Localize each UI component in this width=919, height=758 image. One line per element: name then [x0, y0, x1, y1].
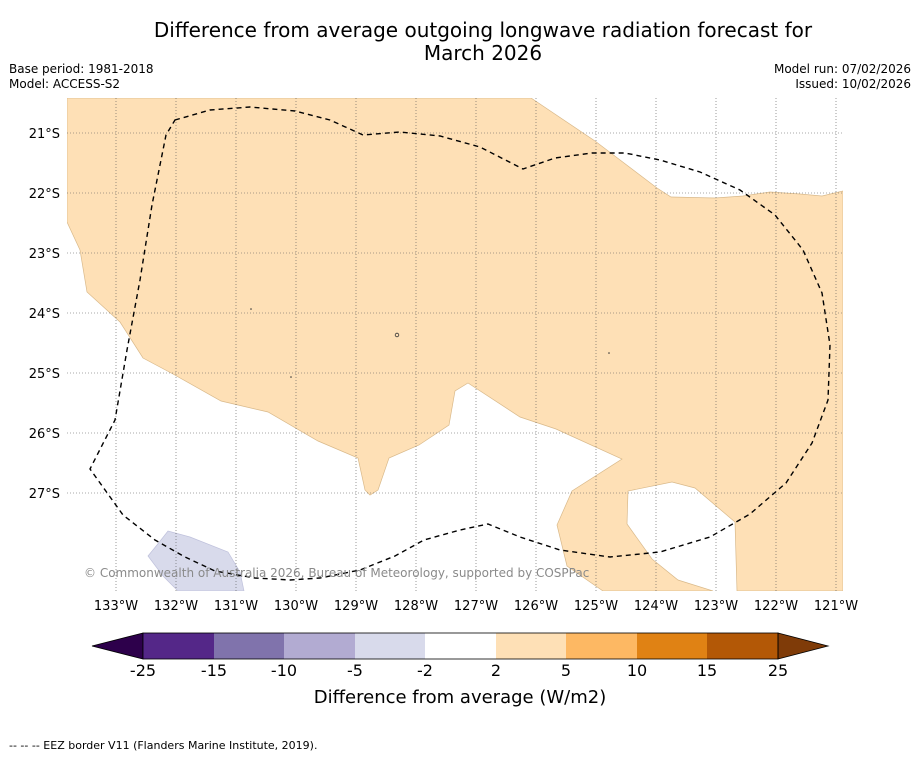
lon-label: 126°W — [514, 599, 558, 614]
colorbar-tick: -15 — [201, 661, 227, 680]
lat-label: 23°S — [29, 247, 60, 262]
anomaly-region-2-to-5 — [67, 98, 843, 591]
island-marker — [394, 332, 400, 338]
colorbar-tick: -10 — [271, 661, 297, 680]
colorbar-tick: 15 — [697, 661, 717, 680]
meta-left: Base period: 1981-2018 Model: ACCESS-S2 — [9, 62, 154, 92]
lon-label: 127°W — [454, 599, 498, 614]
island-marker — [608, 352, 610, 354]
colorbar-tick: -2 — [417, 661, 433, 680]
colorbar-segment — [214, 633, 284, 659]
map-title: Difference from average outgoing longwav… — [0, 19, 919, 65]
colorbar-label: Difference from average (W/m2) — [314, 687, 606, 708]
lat-label: 24°S — [29, 307, 60, 322]
lon-label: 122°W — [754, 599, 798, 614]
lon-label: 131°W — [214, 599, 258, 614]
colorbar-segment — [143, 633, 214, 659]
lon-label: 129°W — [334, 599, 378, 614]
colorbar-arrow-min — [91, 632, 144, 660]
map-layers — [67, 98, 843, 591]
model-run: Model run: 07/02/2026 — [773, 62, 911, 76]
colorbar-segment — [707, 633, 778, 659]
colorbar-segment — [566, 633, 637, 659]
lon-label: 132°W — [154, 599, 198, 614]
eez-border — [89, 106, 831, 581]
island-marker — [290, 376, 292, 378]
colorbar-tick: 10 — [627, 661, 647, 680]
copyright-text: © Commonwealth of Australia 2026, Bureau… — [84, 566, 589, 580]
issued-date: Issued: 10/02/2026 — [795, 77, 911, 91]
latitude-labels: 21°S 22°S 23°S 24°S 25°S 26°S 27°S — [29, 127, 60, 502]
colorbar-segment — [355, 633, 425, 659]
lon-label: 123°W — [694, 599, 738, 614]
colorbar-tick: -5 — [347, 661, 363, 680]
colorbar-tick: 5 — [561, 661, 571, 680]
meta-right: Model run: 07/02/2026 Issued: 10/02/2026 — [774, 62, 911, 92]
lon-label: 121°W — [814, 599, 858, 614]
eez-footnote: -- -- -- EEZ border V11 (Flanders Marine… — [9, 739, 318, 752]
model-name: Model: ACCESS-S2 — [9, 77, 121, 91]
lat-label: 21°S — [29, 127, 60, 142]
colorbar-segment — [637, 633, 707, 659]
graticule — [67, 98, 843, 591]
colorbar-outline — [142, 632, 779, 660]
colorbar-tick: 25 — [768, 661, 788, 680]
colorbar-tick: -25 — [130, 661, 156, 680]
lat-label: 25°S — [29, 367, 60, 382]
lon-label: 133°W — [94, 599, 138, 614]
lat-label: 22°S — [29, 187, 60, 202]
colorbar-tick: 2 — [491, 661, 501, 680]
lon-label: 128°W — [394, 599, 438, 614]
island-marker — [250, 308, 252, 310]
colorbar-segment — [496, 633, 566, 659]
colorbar-segment — [425, 633, 496, 659]
title-line-1: Difference from average outgoing longwav… — [153, 18, 813, 42]
title-line-2: March 2026 — [423, 41, 543, 65]
lon-label: 124°W — [634, 599, 678, 614]
colorbar: -25 -15 -10 -5 -2 2 5 10 15 25 Differenc… — [91, 632, 830, 708]
colorbar-arrow-max — [777, 632, 830, 660]
lon-label: 125°W — [574, 599, 618, 614]
lon-label: 130°W — [274, 599, 318, 614]
lat-label: 26°S — [29, 427, 60, 442]
lat-label: 27°S — [29, 487, 60, 502]
colorbar-segment — [284, 633, 355, 659]
anomaly-region-minus5-to-minus2 — [147, 530, 245, 591]
base-period: Base period: 1981-2018 — [9, 62, 154, 76]
longitude-labels: 133°W 132°W 131°W 130°W 129°W 128°W 127°… — [94, 599, 858, 614]
